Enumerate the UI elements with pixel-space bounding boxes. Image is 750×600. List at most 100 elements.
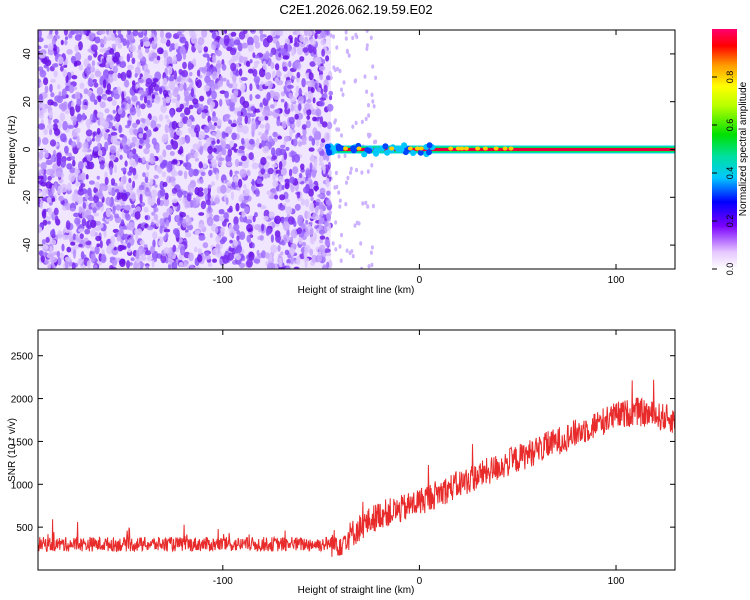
noise-speck <box>48 118 52 125</box>
noise-speck <box>255 94 261 100</box>
noise-speck <box>136 104 140 114</box>
noise-speck <box>135 206 141 212</box>
noise-speck <box>185 203 191 208</box>
noise-speck <box>215 226 219 234</box>
noise-speck <box>43 44 49 49</box>
noise-speck <box>209 30 214 33</box>
y-tick-label: 20 <box>22 96 33 108</box>
noise-speck <box>275 30 282 36</box>
noise-speck <box>310 154 315 162</box>
x-tick-label: -100 <box>213 576 233 587</box>
noise-speck <box>104 176 109 186</box>
noise-speck <box>148 85 154 94</box>
noise-speck <box>197 254 203 263</box>
noise-speck <box>132 180 136 189</box>
noise-speck <box>136 61 141 68</box>
noise-speck <box>252 52 256 58</box>
noise-speck <box>262 173 269 179</box>
noise-speck <box>307 223 312 230</box>
noise-speck <box>280 47 287 56</box>
noise-speck <box>198 161 203 169</box>
noise-speck <box>229 47 237 56</box>
noise-speck <box>277 245 281 252</box>
carrier-blob <box>482 146 488 151</box>
noise-speck <box>134 211 141 220</box>
noise-speck <box>230 123 237 128</box>
noise-speck <box>237 178 243 188</box>
noise-speck <box>64 260 69 269</box>
noise-speck <box>212 147 217 153</box>
noise-speck <box>215 50 222 57</box>
noise-speck <box>39 223 44 228</box>
noise-speck <box>85 174 89 180</box>
noise-speck <box>186 224 194 231</box>
noise-speck <box>109 48 115 55</box>
noise-speck <box>183 162 188 168</box>
noise-speck <box>303 250 308 260</box>
noise-speck <box>288 168 293 177</box>
noise-speck <box>274 109 281 114</box>
noise-speck <box>145 117 151 127</box>
noise-speck <box>139 193 143 204</box>
noise-speck <box>345 248 349 253</box>
noise-speck <box>220 184 227 194</box>
noise-speck <box>67 182 72 192</box>
noise-speck <box>280 144 286 149</box>
noise-speck <box>82 201 87 210</box>
noise-speck <box>299 34 305 43</box>
noise-speck <box>299 56 305 62</box>
noise-speck <box>137 53 143 59</box>
noise-speck <box>231 132 237 141</box>
noise-speck <box>122 175 127 185</box>
noise-speck <box>62 101 68 110</box>
noise-speck <box>236 124 243 133</box>
noise-speck <box>179 246 186 256</box>
noise-speck <box>65 220 71 230</box>
colorbar-label: Normalized spectral amplitude <box>738 81 749 216</box>
noise-speck <box>210 104 214 113</box>
noise-speck <box>351 254 355 259</box>
noise-speck <box>166 207 173 215</box>
noise-speck <box>216 59 222 69</box>
noise-speck <box>310 87 315 93</box>
noise-speck <box>301 124 307 130</box>
noise-speck <box>371 64 375 69</box>
noise-speck <box>325 213 331 221</box>
noise-speck <box>152 78 159 83</box>
noise-speck <box>298 87 302 97</box>
noise-speck <box>155 144 160 154</box>
noise-speck <box>304 103 311 111</box>
noise-speck <box>179 46 186 55</box>
noise-speck <box>233 39 241 46</box>
noise-speck <box>181 190 189 195</box>
noise-speck <box>296 71 301 79</box>
noise-speck <box>280 98 285 103</box>
noise-speck <box>206 71 211 77</box>
noise-speck <box>296 191 301 199</box>
noise-speck <box>66 49 73 55</box>
noise-speck <box>207 262 213 268</box>
noise-speck <box>266 190 272 196</box>
noise-speck <box>243 30 248 35</box>
noise-speck <box>323 92 328 99</box>
snr-y-ticks: 500 1000 1500 2000 2500 <box>11 352 675 534</box>
noise-speck <box>207 154 214 160</box>
noise-speck <box>247 68 254 74</box>
noise-speck <box>208 120 212 130</box>
noise-speck <box>64 39 68 46</box>
noise-speck <box>69 106 75 117</box>
noise-speck <box>151 81 157 88</box>
noise-speck <box>54 54 59 62</box>
noise-speck <box>99 240 103 249</box>
noise-speck <box>56 250 61 258</box>
noise-speck <box>142 172 146 178</box>
noise-speck <box>149 178 154 186</box>
noise-speck <box>89 161 94 170</box>
noise-speck <box>203 84 210 92</box>
noise-speck <box>298 237 303 245</box>
noise-speck <box>218 215 225 222</box>
noise-speck <box>136 187 140 196</box>
noise-speck <box>313 232 317 242</box>
carrier-blob <box>418 146 424 151</box>
noise-speck <box>102 79 107 89</box>
